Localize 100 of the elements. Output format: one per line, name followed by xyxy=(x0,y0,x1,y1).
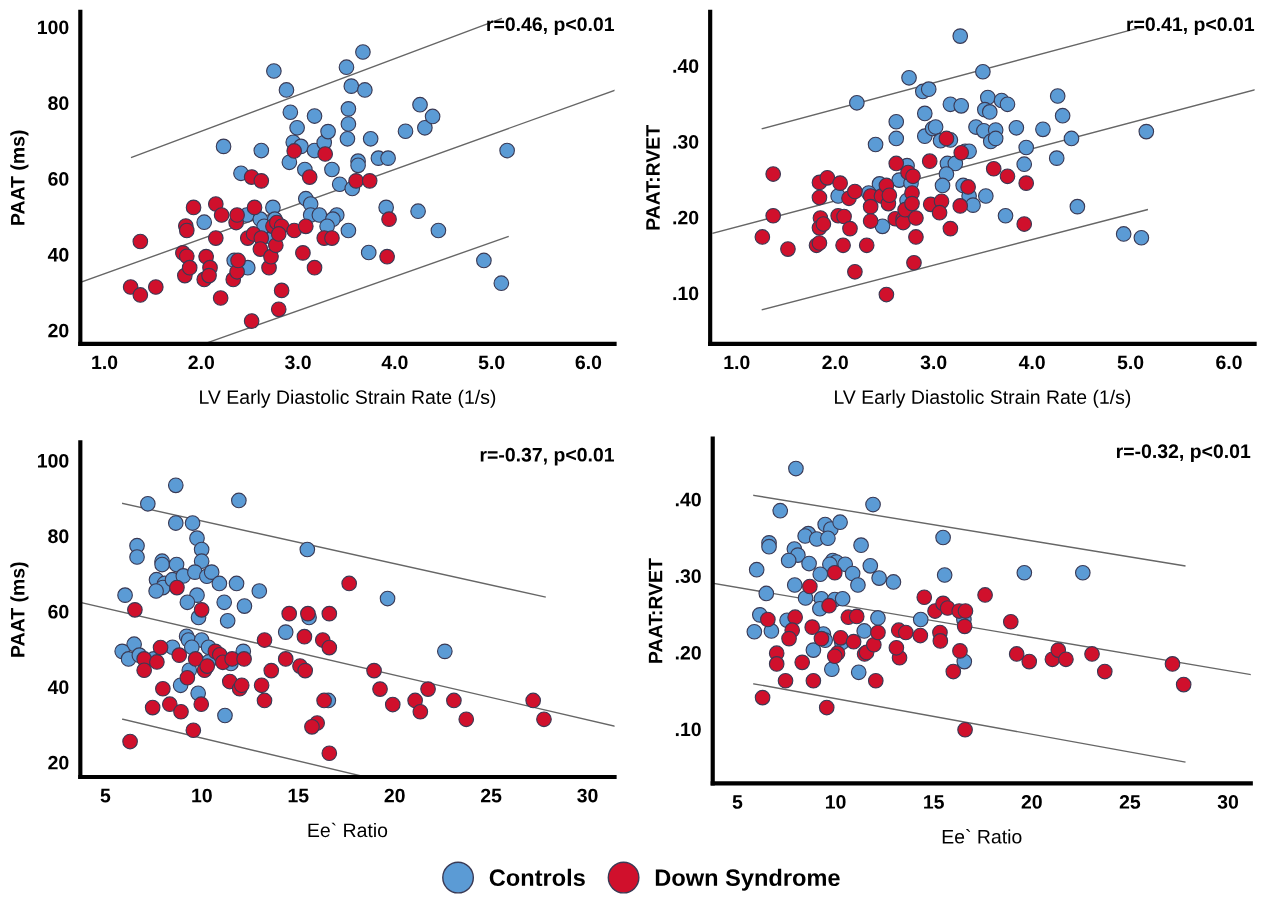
point xyxy=(253,142,270,159)
legend-label: Down Syndrome xyxy=(655,868,840,891)
point xyxy=(834,590,851,607)
point xyxy=(167,515,184,531)
point xyxy=(936,567,953,583)
point xyxy=(987,130,1004,147)
point xyxy=(317,146,334,162)
point xyxy=(321,605,338,622)
point xyxy=(178,222,195,239)
y-tick-label: .10 xyxy=(673,286,699,301)
point xyxy=(935,529,951,546)
point xyxy=(493,275,510,292)
y-tick-label: 80 xyxy=(48,96,69,111)
point xyxy=(888,113,905,130)
point xyxy=(384,696,401,713)
y-tick-label: 100 xyxy=(38,20,69,35)
point xyxy=(835,237,851,254)
point xyxy=(888,130,905,147)
point xyxy=(381,211,397,227)
point xyxy=(361,173,378,189)
point xyxy=(379,248,395,265)
point xyxy=(179,594,196,611)
point xyxy=(246,199,263,216)
y-tick-label: 40 xyxy=(47,680,69,695)
point xyxy=(144,699,161,716)
point xyxy=(1018,175,1035,191)
point xyxy=(1048,150,1065,166)
point xyxy=(228,575,245,592)
point xyxy=(853,537,869,553)
point xyxy=(277,651,294,667)
point xyxy=(1021,653,1038,670)
point xyxy=(372,681,388,697)
point xyxy=(1016,564,1033,581)
point xyxy=(168,556,185,573)
point xyxy=(865,496,881,513)
point xyxy=(340,116,357,132)
x-tick-label: 30 xyxy=(1217,795,1239,809)
point xyxy=(331,176,348,193)
point xyxy=(430,222,447,239)
point xyxy=(270,301,287,318)
point xyxy=(360,244,377,261)
point xyxy=(476,252,492,269)
point xyxy=(931,204,948,221)
point xyxy=(266,63,282,79)
point xyxy=(865,636,882,653)
point xyxy=(912,627,929,644)
x-tick-label: 30 xyxy=(577,788,598,803)
point xyxy=(301,169,318,185)
point xyxy=(117,587,133,603)
point xyxy=(832,630,849,646)
point xyxy=(436,643,453,660)
point xyxy=(826,564,843,581)
x-tick-label: 2.0 xyxy=(188,355,215,370)
point xyxy=(850,577,866,593)
x-tick-label: 10 xyxy=(192,788,212,803)
point xyxy=(881,187,898,204)
legend-label: Controls xyxy=(489,868,585,887)
point xyxy=(849,94,865,111)
point xyxy=(802,578,818,595)
point xyxy=(820,530,836,547)
point xyxy=(122,733,138,750)
point xyxy=(252,241,269,257)
point xyxy=(139,495,156,512)
point xyxy=(340,222,357,239)
point xyxy=(977,587,993,603)
point xyxy=(942,220,959,237)
point xyxy=(297,218,314,235)
x-tick-label: 10 xyxy=(825,795,846,809)
point xyxy=(952,198,969,214)
point xyxy=(155,680,171,697)
point xyxy=(410,203,426,220)
point xyxy=(136,662,153,679)
point xyxy=(256,692,273,709)
point xyxy=(871,570,887,586)
point xyxy=(341,575,358,592)
point xyxy=(203,564,220,580)
point xyxy=(350,157,366,174)
point xyxy=(243,313,260,329)
point xyxy=(981,104,998,120)
point xyxy=(417,119,433,136)
point xyxy=(256,632,273,648)
point xyxy=(304,718,320,735)
x-tick-label: 2.0 xyxy=(822,355,848,370)
point xyxy=(412,703,429,720)
y-tick-label: 20 xyxy=(48,323,69,338)
x-tick-label: 4.0 xyxy=(1018,355,1045,370)
point xyxy=(888,155,905,172)
point xyxy=(786,577,803,593)
point xyxy=(921,153,938,170)
point xyxy=(901,69,917,86)
point xyxy=(1035,121,1051,138)
y-tick-label: 100 xyxy=(38,453,69,468)
x-axis-title: Ee` Ratio xyxy=(308,822,388,838)
point xyxy=(324,230,340,246)
point xyxy=(251,583,268,599)
point xyxy=(956,618,973,635)
point xyxy=(379,590,396,607)
annotation: r=0.46, p<0.01 xyxy=(487,17,615,35)
point xyxy=(306,108,323,124)
point xyxy=(908,210,924,226)
